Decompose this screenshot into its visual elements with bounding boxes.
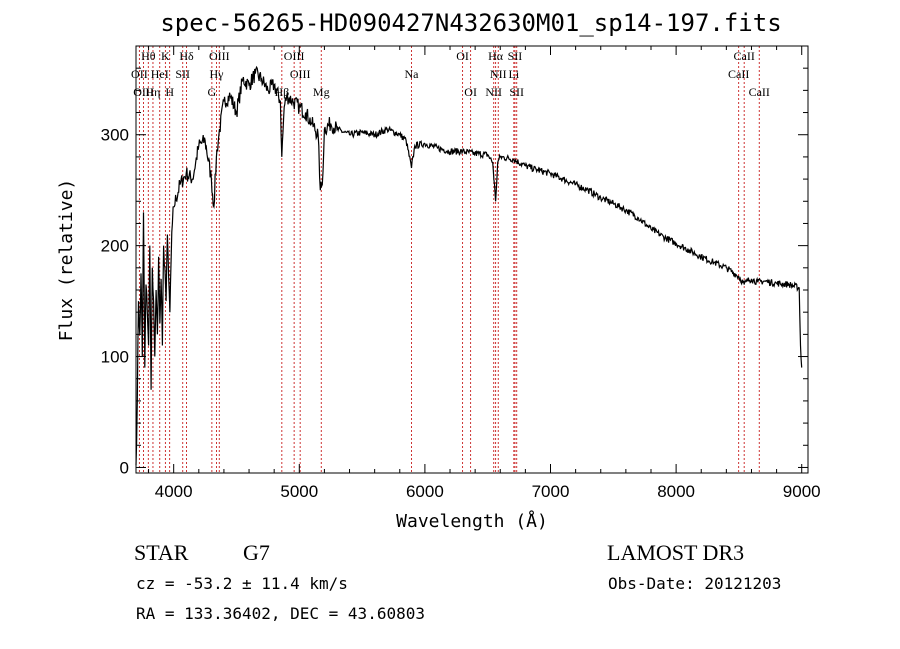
x-tick-label: 7000 [532, 482, 570, 501]
spectral-line-label: Hα [488, 49, 504, 63]
spectral-line-label: OI [456, 49, 469, 63]
y-tick-label: 200 [101, 237, 129, 256]
spectral-line-markers [138, 46, 760, 473]
chart-title: spec-56265-HD090427N432630M01_sp14-197.f… [160, 9, 781, 37]
spectral-line-label: OI [464, 85, 477, 99]
spectral-line-label: Hδ [179, 49, 194, 63]
spectral-line-label: Hθ [141, 49, 156, 63]
spectral-line-label: SII [509, 85, 524, 99]
survey-name: LAMOST DR3 [607, 540, 744, 565]
spectral-line-label: SII [508, 49, 523, 63]
spectral-line-label: OIII [290, 67, 311, 81]
y-axis-label: Flux (relative) [56, 179, 77, 342]
y-tick-label: 100 [101, 348, 129, 367]
y-axis: 0 100 200 300 [101, 67, 808, 477]
x-tick-label: 8000 [657, 482, 695, 501]
redshift-text: cz = -53.2 ± 11.4 km/s [136, 574, 348, 593]
spectral-line-label: CaII [734, 49, 755, 63]
plot-frame [135, 45, 809, 474]
spectral-line-label: Hη [145, 85, 160, 99]
x-tick-label: 5000 [280, 482, 318, 501]
spectral-line-label: Na [404, 67, 419, 81]
spectral-line-label: Hγ [210, 67, 225, 81]
spectral-line-label: Li [508, 67, 519, 81]
spectral-line-label: H [165, 85, 174, 99]
spectral-line-label: Mg [313, 85, 330, 99]
spectral-line-label: G [208, 85, 217, 99]
object-class: STAR [134, 540, 189, 565]
coordinates-text: RA = 133.36402, DEC = 43.60803 [136, 604, 425, 623]
obs-date-text: Obs-Date: 20121203 [608, 574, 781, 593]
x-tick-label: 6000 [406, 482, 444, 501]
spectral-line-label: CaII [749, 85, 770, 99]
spectral-line-label: K [161, 49, 170, 63]
object-subclass: G7 [243, 540, 270, 565]
x-axis: 4000 5000 6000 7000 8000 9000 [148, 46, 821, 501]
spectral-line-label: NII [490, 67, 507, 81]
x-axis-label: Wavelength (Å) [396, 510, 548, 532]
spectral-line-label: HeI [151, 67, 169, 81]
x-tick-label: 9000 [783, 482, 821, 501]
y-tick-label: 0 [120, 458, 129, 477]
flux-series-line [135, 65, 803, 466]
spectral-line-label: CaII [728, 67, 749, 81]
spectral-line-label: OII [131, 67, 148, 81]
spectral-line-label: OIII [133, 85, 154, 99]
spectral-line-label: SII [175, 67, 190, 81]
spectral-line-labels: Hθ K Hδ OIII OIII OI Hα SII CaII OII HeI SII Hγ OIII N… [131, 49, 770, 99]
x-tick-label: 4000 [155, 482, 193, 501]
spectral-line-label: NII [485, 85, 502, 99]
spectral-line-label: OIII [209, 49, 230, 63]
spectral-line-label: OIII [284, 49, 305, 63]
y-tick-label: 300 [101, 126, 129, 145]
